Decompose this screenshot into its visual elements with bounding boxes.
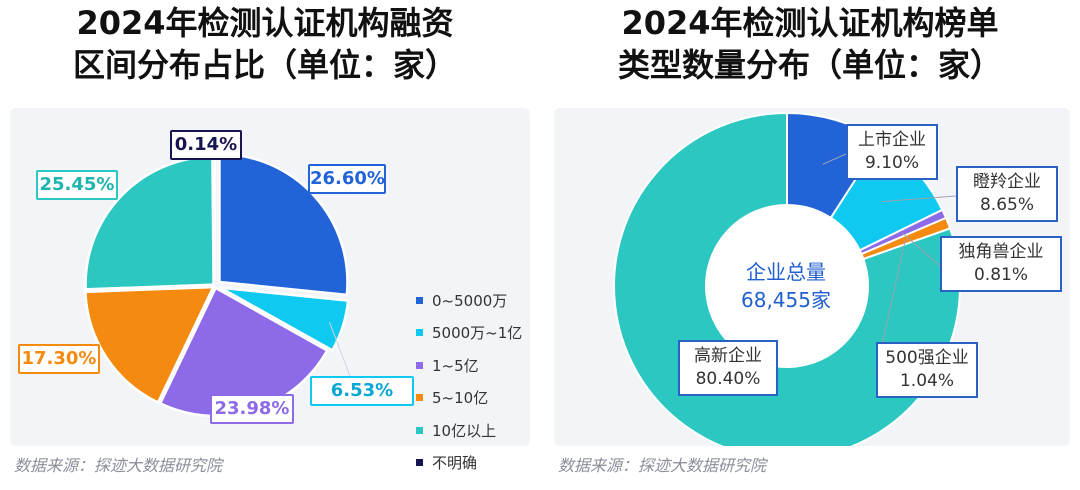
donut-label-name: 500强企业 [885,348,969,368]
donut-label-value: 8.65% [979,195,1034,215]
right-source-note: 数据来源：探迹大数据研究院 [558,456,767,475]
pie-data-label-6: 0.14% [170,130,242,160]
donut-label-name: 高新企业 [694,346,762,366]
donut-label-value: 0.81% [973,265,1028,285]
legend-swatch [416,361,423,369]
legend-swatch [416,329,423,337]
pie-data-label-3: 23.98% [210,394,294,424]
legend-item-6: 不明确 [416,447,522,480]
pie-data-label-1: 26.60% [308,164,386,194]
pie-slice-2 [220,286,350,353]
legend-item-5: 10亿以上 [416,414,522,447]
donut-label-2: 瞪羚企业 8.65% [956,166,1058,222]
pie-slice-6 [212,150,217,281]
legend-swatch [416,296,423,304]
legend-item-3: 1~5亿 [416,349,522,382]
pie-slice-1 [218,152,349,297]
donut-label-value: 9.10% [864,153,919,173]
left-chart-title: 2024年检测认证机构融资 区间分布占比（单位：家） [0,2,530,86]
donut-label-name: 独角兽企业 [958,242,1044,262]
donut-label-5: 高新企业 80.40% [678,340,778,396]
legend-label: 5~10亿 [432,389,489,408]
legend-label: 1~5亿 [432,356,479,375]
legend-item-4: 5~10亿 [416,382,522,415]
pie-legend: 0~5000万 5000万~1亿 1~5亿 5~10亿 10亿以上不明确 [416,284,522,479]
donut-label-4: 500强企业 1.04% [876,342,978,398]
donut-center-label: 企业总量 [746,260,826,284]
legend-label: 0~5000万 [432,291,508,310]
left-title-line-2: 区间分布占比（单位：家） [72,46,457,84]
donut-label-1: 上市企业 9.10% [846,124,938,180]
donut-label-value: 1.04% [899,371,954,391]
donut-leader-line-3 [902,232,941,267]
right-chart-title: 2024年检测认证机构榜单 类型数量分布（单位：家） [540,2,1080,86]
donut-hole [707,206,867,366]
legend-label: 10亿以上 [432,421,497,440]
donut-center-total: 68,455家 [741,288,831,312]
left-source-note: 数据来源：探迹大数据研究院 [14,456,223,475]
donut-label-name: 瞪羚企业 [973,172,1041,192]
legend-label: 不明确 [432,454,478,473]
right-title-line-2: 类型数量分布（单位：家） [617,46,1002,84]
pie-data-label-4: 17.30% [18,344,100,374]
pie-chart-panel: 26.60% 6.53% 23.98% 17.30% 25.45% 0.14% 0~500… [10,108,530,472]
donut-center-text: 企业总量 68,455家 [726,258,846,314]
legend-swatch [416,426,423,434]
pie-data-label-5: 25.45% [36,170,118,200]
legend-swatch [416,459,423,467]
donut-label-value: 80.40% [695,369,761,389]
pie-data-label-2: 6.53% [310,376,414,406]
pie-leader-line [328,321,351,377]
left-title-line-1: 2024年检测认证机构融资 [76,4,454,42]
donut-leader-line-2 [881,195,957,203]
donut-leader-line-1 [822,153,847,165]
legend-item-2: 5000万~1亿 [416,317,522,350]
pie-slice-4 [84,285,216,405]
donut-label-3: 独角兽企业 0.81% [940,236,1062,292]
right-title-line-1: 2024年检测认证机构榜单 [621,4,999,42]
legend-swatch [416,394,423,402]
donut-chart-panel: 企业总量 68,455家 上市企业 9.10% 瞪羚企业 8.65% 独角兽企业 0.81… [554,108,1070,446]
legend-item-1: 0~5000万 [416,284,522,317]
donut-label-name: 上市企业 [858,130,926,150]
legend-label: 5000万~1亿 [432,324,523,343]
